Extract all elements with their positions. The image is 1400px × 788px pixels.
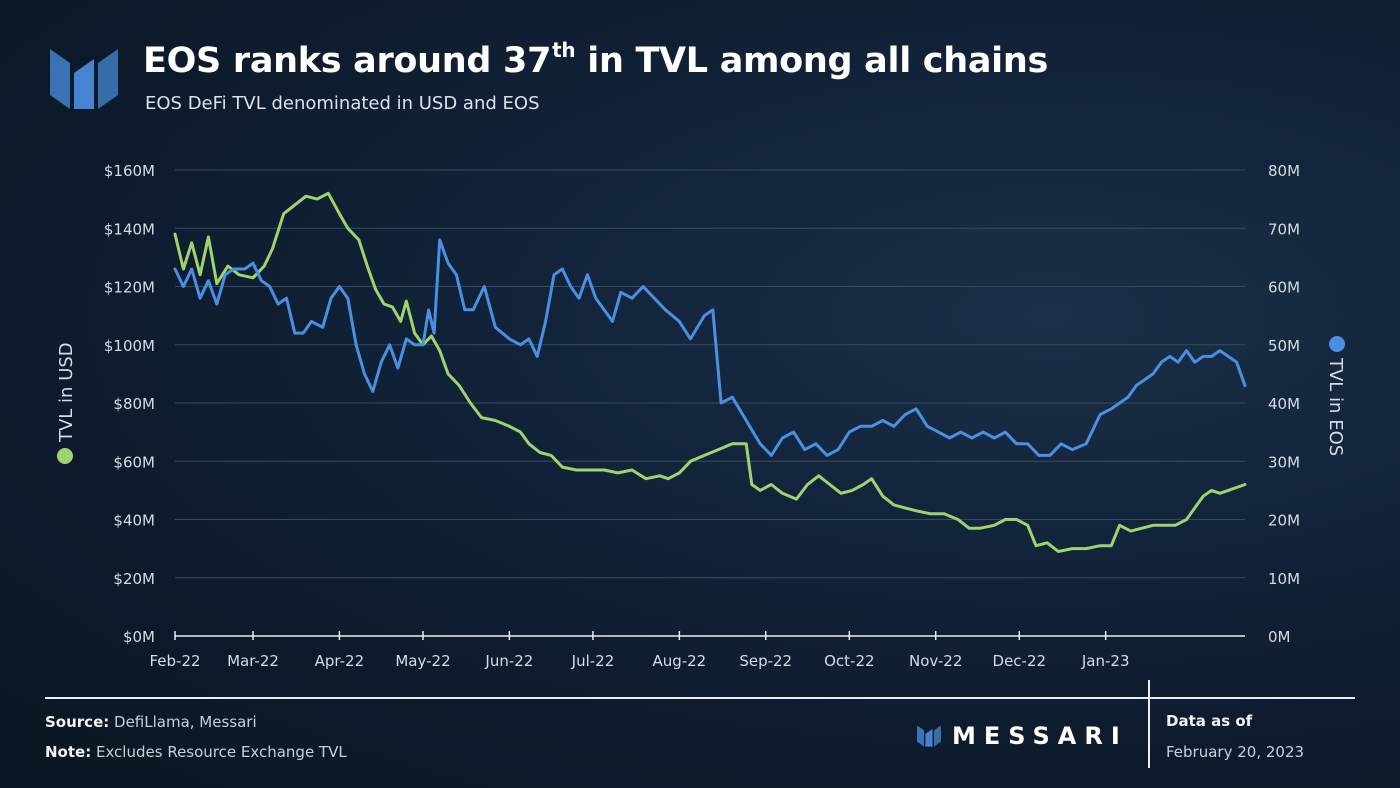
x-tick-label: Jun-22 — [484, 652, 533, 670]
title-main: EOS ranks around 37 — [143, 41, 552, 81]
y-left-axis-label: TVL in USD — [56, 342, 77, 443]
y-right-tick-label: 20M — [1268, 512, 1300, 530]
series-line-tvl-eos — [173, 238, 1247, 457]
chart-title: EOS ranks around 37th in TVL among all c… — [143, 38, 1048, 81]
y-left-tick-label: $160M — [104, 162, 155, 180]
x-tick-label: Nov-22 — [909, 652, 962, 670]
series-line-tvl-usd — [173, 191, 1247, 553]
y-left-tick-label: $140M — [104, 220, 155, 238]
note-text: Excludes Resource Exchange TVL — [91, 743, 347, 761]
tvl-line-chart: $0M 0M $20M 10M $40M 20M $60M 30M $80M 40M $100M 50… — [56, 162, 1346, 670]
usd-legend-dot — [57, 448, 73, 464]
y-right-tick-label: 30M — [1268, 453, 1300, 471]
brand-name: MESSARI — [952, 722, 1128, 750]
x-tick-label: Jan-23 — [1081, 652, 1130, 670]
x-tick-label: Oct-22 — [824, 652, 874, 670]
y-right-axis-title: TVL in EOS — [1325, 336, 1346, 456]
brand-wordmark: MESSARI — [916, 722, 1128, 750]
title-superscript: th — [552, 38, 576, 62]
y-right-tick-label: 70M — [1268, 220, 1300, 238]
y-left-tick-label: $80M — [113, 395, 155, 413]
title-rest: in TVL among all chains — [575, 41, 1049, 81]
source-line: Source: DefiLlama, Messari — [45, 713, 257, 731]
x-tick-label: Feb-22 — [149, 652, 200, 670]
data-as-of-date: February 20, 2023 — [1166, 743, 1305, 761]
x-tick-label: Sep-22 — [739, 652, 792, 670]
y-left-axis-title: TVL in USD — [56, 342, 77, 464]
x-tick-label: Jul-22 — [571, 652, 615, 670]
chart-subtitle: EOS DeFi TVL denominated in USD and EOS — [145, 93, 540, 114]
y-left-tick-label: $120M — [104, 279, 155, 297]
y-right-axis-label: TVL in EOS — [1325, 357, 1346, 456]
messari-brand-icon — [917, 725, 941, 747]
footer-divider — [45, 697, 1355, 699]
eos-legend-dot — [1329, 336, 1345, 352]
x-tick-label: Aug-22 — [652, 652, 706, 670]
note-line: Note: Excludes Resource Exchange TVL — [45, 743, 347, 761]
y-right-tick-label: 40M — [1268, 395, 1300, 413]
data-as-of-label: Data as of — [1166, 712, 1253, 730]
y-left-tick-label: $40M — [113, 512, 155, 530]
source-text: DefiLlama, Messari — [109, 713, 257, 731]
messari-logo-icon — [50, 49, 118, 109]
x-tick-label: Dec-22 — [993, 652, 1047, 670]
y-left-tick-label: $20M — [113, 570, 155, 588]
y-right-tick-label: 0M — [1268, 628, 1291, 646]
y-left-tick-label: $0M — [123, 628, 155, 646]
y-left-tick-label: $60M — [113, 453, 155, 471]
source-label: Source: — [45, 713, 110, 731]
x-tick-label: Mar-22 — [227, 652, 279, 670]
y-right-tick-label: 60M — [1268, 279, 1300, 297]
y-right-tick-label: 50M — [1268, 337, 1300, 355]
x-tick-label: Apr-22 — [315, 652, 365, 670]
y-left-tick-label: $100M — [104, 337, 155, 355]
note-label: Note: — [45, 743, 92, 761]
y-right-tick-label: 80M — [1268, 162, 1300, 180]
x-tick-label: May-22 — [395, 652, 450, 670]
footer-vertical-divider — [1148, 680, 1150, 768]
y-right-tick-label: 10M — [1268, 570, 1300, 588]
